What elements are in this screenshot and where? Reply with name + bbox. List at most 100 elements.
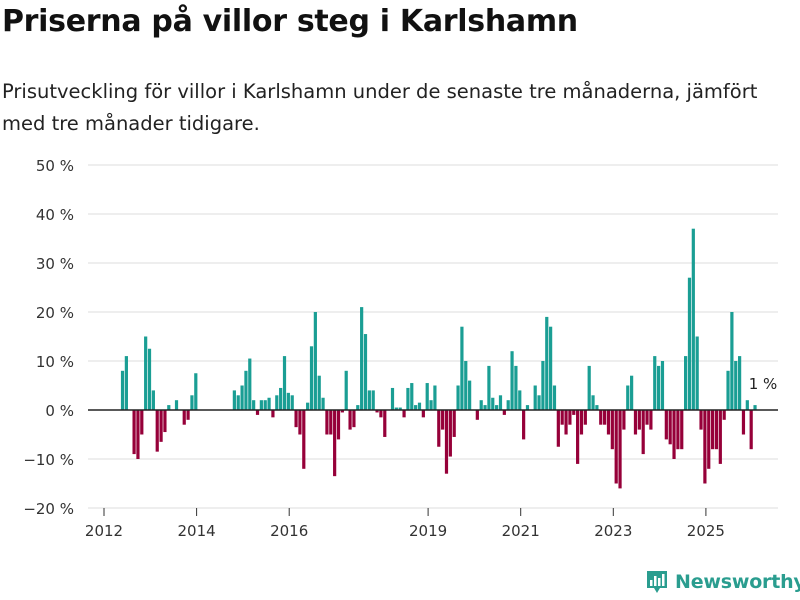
bar (498, 395, 503, 410)
bar (452, 410, 456, 437)
bar (545, 316, 549, 410)
chart-subtitle: Prisutveckling för villor i Karlshamn un… (2, 80, 758, 135)
bar (325, 410, 329, 435)
bar (340, 410, 344, 413)
bar (329, 410, 333, 435)
bar (425, 383, 429, 410)
bar (687, 277, 692, 410)
bar (124, 356, 128, 410)
bar (506, 400, 510, 410)
bar (606, 410, 611, 435)
bar (417, 402, 422, 410)
bar (402, 410, 406, 418)
y-tick-label: −20 % (23, 500, 74, 518)
bar (479, 400, 483, 410)
bar (564, 410, 568, 435)
bar (363, 334, 368, 410)
chart-title: Priserna på villor steg i Karlshamn (2, 4, 578, 39)
bar (448, 410, 452, 457)
bar (263, 400, 267, 410)
bar (626, 385, 630, 410)
bar (618, 410, 622, 489)
bar (560, 410, 564, 425)
bar (718, 410, 722, 464)
bar (676, 410, 680, 450)
y-tick-label: 40 % (36, 206, 74, 224)
bar (525, 405, 530, 410)
bar (691, 228, 695, 410)
bar (556, 410, 560, 447)
bar (510, 351, 514, 410)
bar (344, 370, 348, 410)
bar (232, 390, 236, 410)
bar (248, 358, 252, 410)
bar (298, 410, 302, 435)
bar (738, 356, 742, 410)
bar (333, 410, 337, 477)
bar (279, 387, 283, 410)
bar (140, 410, 144, 435)
bar (294, 410, 298, 428)
x-tick-label: 2025 (687, 522, 725, 540)
bar (552, 385, 557, 410)
bar (680, 410, 684, 450)
bar (730, 312, 734, 410)
bar (390, 387, 395, 410)
bar (144, 336, 148, 410)
bar (190, 395, 194, 410)
bar (734, 361, 738, 410)
x-tick-label: 2021 (502, 522, 540, 540)
bar (703, 410, 707, 484)
bar (495, 405, 499, 410)
bar (167, 405, 171, 410)
brand-name: Newsworthy (675, 571, 800, 593)
bar (275, 395, 279, 410)
bar (591, 395, 595, 410)
bar (352, 410, 356, 428)
bar (483, 405, 487, 410)
x-tick-label: 2019 (409, 522, 447, 540)
bar (394, 407, 398, 410)
bar (657, 365, 661, 410)
bar (406, 387, 410, 410)
bar (572, 410, 576, 415)
bar (614, 410, 618, 484)
bar (174, 400, 179, 410)
bar (317, 375, 321, 410)
bar (286, 392, 290, 410)
bar (398, 407, 402, 410)
bar (699, 410, 703, 430)
bar (695, 336, 699, 410)
bar (491, 397, 495, 410)
bar (568, 410, 572, 425)
bar (367, 390, 371, 410)
bar (641, 410, 645, 455)
bar (155, 410, 159, 452)
bar (267, 397, 271, 410)
bar (533, 385, 537, 410)
bar (464, 361, 468, 410)
bar (356, 405, 360, 410)
bar (749, 410, 753, 450)
bar (444, 410, 449, 474)
x-tick-label: 2016 (270, 522, 308, 540)
bar (456, 385, 460, 410)
y-tick-label: 0 % (45, 402, 74, 420)
bar (587, 365, 591, 410)
bar (410, 383, 414, 410)
bar (475, 410, 479, 420)
bar (637, 410, 641, 430)
bar (151, 390, 155, 410)
bar (541, 361, 545, 410)
bar (745, 400, 749, 410)
bar (684, 356, 688, 410)
bar (132, 410, 136, 455)
bar (433, 385, 437, 410)
bar (468, 380, 472, 410)
bar (383, 410, 387, 437)
bar (306, 402, 310, 410)
bar (371, 390, 375, 410)
bar (522, 410, 526, 440)
bar (633, 410, 638, 435)
